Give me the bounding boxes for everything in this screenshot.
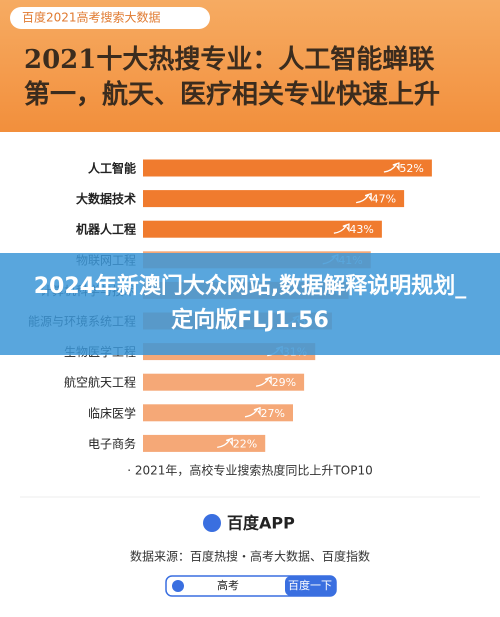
search-query: 高考 — [217, 578, 239, 592]
bar — [143, 434, 266, 452]
trend-arrow — [244, 406, 261, 418]
search-logo — [172, 580, 184, 592]
value-label: 27% — [261, 407, 285, 420]
title-line: 第一，航天、医疗相关专业快速上升 — [24, 79, 440, 110]
value-label: 43% — [349, 223, 373, 236]
value-label: 52% — [399, 162, 423, 175]
header-tag: 百度2021高考搜索大数据 — [22, 10, 161, 25]
value-label: 22% — [233, 437, 257, 450]
category-label: 临床医学 — [88, 405, 136, 420]
title-line: 2021十大热搜专业：人工智能蝉联 — [24, 44, 434, 75]
tag-pill — [10, 7, 210, 29]
bar — [143, 220, 382, 238]
bar — [143, 159, 432, 177]
bar — [143, 190, 405, 208]
overlay-text: 2024年新澳门大众网站,数据解释说明规划_定向版FLJ1.56 — [33, 274, 467, 333]
category-label: 人工智能 — [88, 161, 136, 176]
app-name: 百度APP — [227, 514, 295, 533]
value-label: 29% — [272, 376, 296, 389]
search-button-label: 百度一下 — [288, 578, 332, 592]
value-label: 47% — [372, 193, 396, 206]
trend-arrow — [356, 192, 372, 204]
category-label: 大数据技术 — [76, 191, 136, 206]
bar — [143, 373, 305, 391]
trend-arrow — [333, 223, 350, 234]
trend-arrow — [217, 437, 233, 449]
category-label: 电子商务 — [88, 436, 136, 451]
trend-arrow — [383, 162, 400, 173]
category-label: 机器人工程 — [76, 222, 136, 237]
category-label: 航空航天工程 — [64, 375, 136, 390]
overlay-banner: 2024年新澳门大众网站,数据解释说明规划_定向版FLJ1.56 — [0, 253, 500, 355]
app-logo — [203, 514, 221, 532]
search-button[interactable] — [285, 576, 336, 596]
chart-note: · 2021年，高校专业搜索热度同比上升TOP10 — [127, 463, 372, 478]
trend-arrow — [256, 376, 272, 387]
bar — [143, 404, 293, 422]
data-source: 数据来源：百度热搜・高考大数据、百度指数 — [130, 549, 370, 564]
